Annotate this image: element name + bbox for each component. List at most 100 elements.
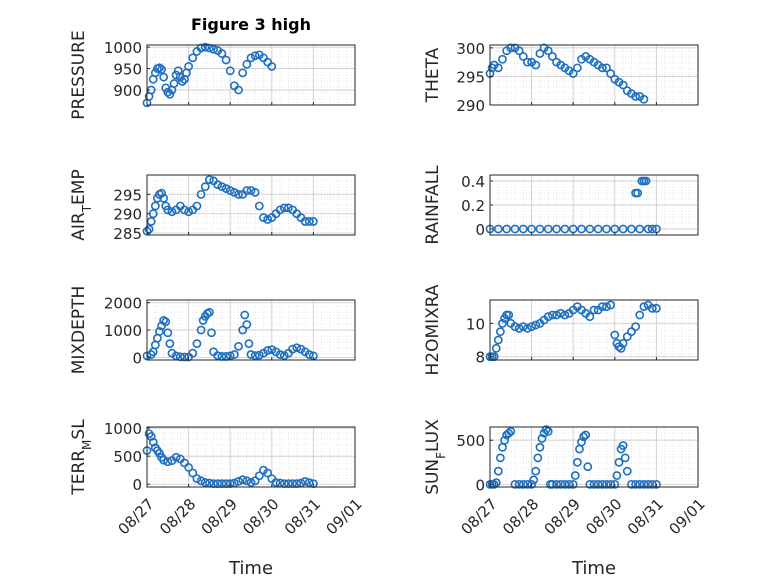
- subplot-sun-flux-point: [643, 479, 653, 489]
- subplot-rainfall: 0 0.2 0.4 RAINFALL: [423, 165, 699, 245]
- subplot-sun-flux-point: [577, 437, 586, 447]
- subplot-pressure-point: [157, 65, 166, 74]
- subplot-terr-msl-point: [271, 478, 281, 487]
- subplot-rainfall-point: [552, 224, 561, 234]
- subplot-pressure-y-tick-label: 950: [113, 61, 142, 79]
- subplot-h2omixra: 8 10 H2OMIXRA: [423, 284, 699, 376]
- subplot-sun-flux-point: [583, 462, 593, 472]
- subplot-air-temp-point: [308, 217, 318, 226]
- subplot-sun-flux-x-tick-label: 08/29: [541, 495, 584, 538]
- subplot-h2omixra-point: [518, 322, 528, 332]
- x-axis-label-left: Time: [228, 558, 273, 579]
- subplot-sun-flux-point: [585, 479, 595, 489]
- subplot-mixdepth-point: [188, 348, 198, 358]
- subplot-terr-msl-point: [148, 437, 158, 447]
- subplot-mixdepth-point: [234, 341, 243, 351]
- subplot-sun-flux-point: [631, 479, 640, 489]
- subplot-mixdepth-y-axis-label: MIXDEPTH: [69, 286, 89, 375]
- subplot-theta-point: [639, 94, 649, 104]
- subplot-sun-flux-y-axis-label: SUNFLUX: [423, 419, 448, 495]
- subplot-terr-msl-point: [171, 452, 181, 462]
- subplot-terr-msl-x-tick-label: 08/28: [156, 495, 199, 538]
- subplot-theta-point: [597, 63, 607, 73]
- subplot-sun-flux-point: [537, 434, 547, 443]
- subplot-air-temp-point: [300, 217, 310, 226]
- subplot-h2omixra-axes-frame: [489, 299, 699, 361]
- subplot-rainfall-point: [560, 224, 570, 234]
- subplot-mixdepth-point: [275, 350, 285, 359]
- subplot-air-temp-point: [259, 213, 268, 222]
- subplot-theta-y-tick-label: 300: [456, 40, 485, 58]
- subplot-h2omixra-point: [523, 323, 532, 333]
- subplot-air-temp-point: [275, 205, 285, 215]
- subplot-mixdepth-point: [288, 344, 297, 354]
- subplot-sun-flux-x-tick-label: 09/01: [665, 495, 708, 538]
- subplot-h2omixra-point: [556, 308, 566, 318]
- subplot-sun-flux-y-tick-label: 500: [456, 432, 485, 450]
- subplot-terr-msl-x-tick-label: 08/27: [114, 495, 157, 538]
- subplot-sun-flux-point: [581, 430, 591, 440]
- subplot-mixdepth-point: [292, 343, 302, 353]
- subplot-h2omixra-y-tick-label: 8: [475, 349, 485, 367]
- subplot-pressure-point: [155, 63, 164, 73]
- subplot-sun-flux-point: [627, 479, 636, 489]
- subplot-air-temp-point: [167, 207, 177, 217]
- subplot-rainfall-point: [585, 224, 595, 234]
- subplot-h2omixra-y-tick-label: 10: [466, 315, 485, 333]
- subplot-sun-flux-point: [635, 479, 645, 489]
- subplot-terr-msl-point: [242, 476, 252, 486]
- subplot-terr-msl-point: [300, 476, 310, 486]
- subplot-rainfall-point: [593, 224, 603, 234]
- subplot-terr-msl-point: [196, 476, 206, 486]
- subplot-mixdepth-point: [246, 350, 256, 359]
- subplot-sun-flux-point: [529, 475, 539, 485]
- subplot-theta: 290 295 300 THETA: [423, 40, 699, 115]
- subplot-mixdepth-point: [207, 328, 216, 338]
- subplot-h2omixra-point: [647, 303, 657, 313]
- subplot-terr-msl-point: [146, 432, 156, 441]
- subplot-air-temp-y-tick-label: 285: [113, 225, 142, 243]
- subplot-sun-flux-point: [593, 479, 603, 489]
- subplot-sun-flux-point: [572, 457, 582, 467]
- subplot-air-temp-point: [213, 180, 223, 190]
- subplot-theta-point: [493, 63, 503, 73]
- subplot-h2omixra-point: [543, 312, 553, 322]
- subplot-terr-msl-point: [188, 468, 198, 478]
- subplot-sun-flux-point: [618, 441, 628, 450]
- subplot-theta-point: [568, 69, 578, 78]
- subplot-sun-flux-point: [504, 428, 514, 438]
- subplot-pressure: 900 950 1000 PRESSURE: [69, 30, 356, 120]
- subplot-mixdepth-y-tick-label: 0: [132, 349, 142, 367]
- subplot-sun-flux-point: [614, 457, 624, 467]
- subplot-sun-flux-point: [606, 479, 616, 489]
- subplot-pressure-point: [163, 87, 173, 97]
- subplot-terr-msl-x-tick-label: 08/30: [239, 495, 282, 538]
- subplot-air-temp-point: [225, 186, 235, 195]
- subplot-sun-flux-point: [647, 479, 657, 489]
- subplot-sun-flux-point: [535, 442, 545, 452]
- subplot-mixdepth-point: [163, 328, 173, 338]
- subplot-mixdepth-point: [304, 350, 314, 359]
- subplot-h2omixra-point: [606, 300, 616, 310]
- subplot-rainfall-y-tick-label: 0.2: [461, 197, 485, 215]
- subplot-pressure-point: [188, 53, 198, 63]
- subplot-mixdepth-point: [165, 339, 175, 349]
- subplot-sun-flux-point: [560, 479, 570, 489]
- subplot-sun-flux-x-tick-label: 08/30: [582, 495, 625, 538]
- subplot-sun-flux-point: [506, 427, 516, 436]
- subplot-pressure-point: [184, 62, 193, 71]
- subplot-h2omixra-point: [548, 310, 557, 320]
- subplot-theta-point: [606, 69, 616, 78]
- subplot-h2omixra-point: [493, 335, 503, 345]
- subplot-terr-msl-x-tick-label: 09/01: [322, 495, 365, 538]
- x-axis-label-right: Time: [571, 558, 616, 579]
- subplot-pressure-y-tick-label: 1000: [104, 39, 142, 57]
- subplot-air-temp-point: [150, 201, 160, 211]
- subplot-h2omixra-point: [635, 310, 645, 320]
- subplot-h2omixra-point: [510, 322, 520, 332]
- subplot-theta-point: [523, 57, 532, 67]
- subplot-sun-flux-point: [564, 479, 574, 489]
- subplot-pressure-point: [200, 42, 210, 52]
